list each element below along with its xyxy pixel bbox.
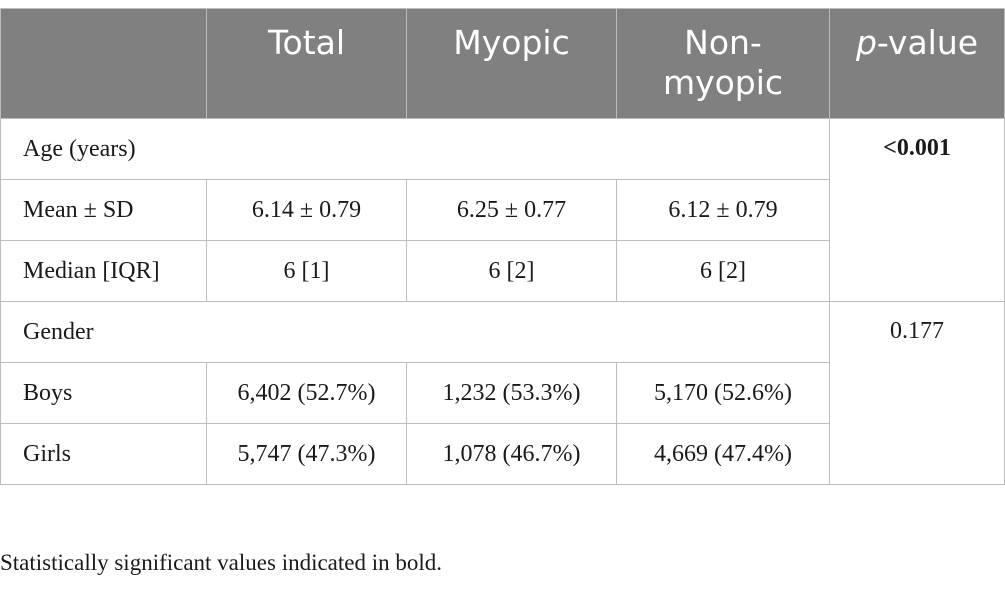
mean-sd-total: 6.14 ± 0.79 [206, 179, 407, 241]
girls-myopic: 1,078 (46.7%) [406, 423, 617, 485]
mean-sd-label: Mean ± SD [0, 179, 207, 241]
table-row: Gender 0.177 [0, 301, 1005, 485]
girls-label: Girls [0, 423, 207, 485]
data-table: Total Myopic Non-myopic p-value Age (yea… [0, 8, 1005, 485]
median-iqr-non-myopic: 6 [2] [616, 240, 830, 302]
girls-total: 5,747 (47.3%) [206, 423, 407, 485]
header-p-italic: p [855, 23, 877, 62]
header-row: Total Myopic Non-myopic p-value [0, 8, 1005, 119]
age-p-value: <0.001 [829, 118, 1005, 302]
age-section-label: Age (years) [0, 118, 830, 180]
boys-non-myopic: 5,170 (52.6%) [616, 362, 830, 424]
girls-non-myopic: 4,669 (47.4%) [616, 423, 830, 485]
header-non-myopic: Non-myopic [616, 8, 830, 119]
boys-myopic: 1,232 (53.3%) [406, 362, 617, 424]
header-p-value: p-value [829, 8, 1005, 119]
gender-p-value: 0.177 [829, 301, 1005, 485]
boys-total: 6,402 (52.7%) [206, 362, 407, 424]
boys-label: Boys [0, 362, 207, 424]
table-row: Girls 5,747 (47.3%) 1,078 (46.7%) 4,669 … [0, 423, 1005, 485]
mean-sd-myopic: 6.25 ± 0.77 [406, 179, 617, 241]
header-myopic: Myopic [406, 8, 617, 119]
header-p-suffix: -value [876, 23, 979, 62]
median-iqr-myopic: 6 [2] [406, 240, 617, 302]
header-blank [0, 8, 207, 119]
header-total: Total [206, 8, 407, 119]
table-row: Age (years) <0.001 [0, 118, 1005, 302]
table-row: Boys 6,402 (52.7%) 1,232 (53.3%) 5,170 (… [0, 362, 1005, 424]
table-footnote: Statistically significant values indicat… [0, 550, 443, 575]
median-iqr-label: Median [IQR] [0, 240, 207, 302]
mean-sd-non-myopic: 6.12 ± 0.79 [616, 179, 830, 241]
median-iqr-total: 6 [1] [206, 240, 407, 302]
gender-section-label: Gender [0, 301, 830, 363]
